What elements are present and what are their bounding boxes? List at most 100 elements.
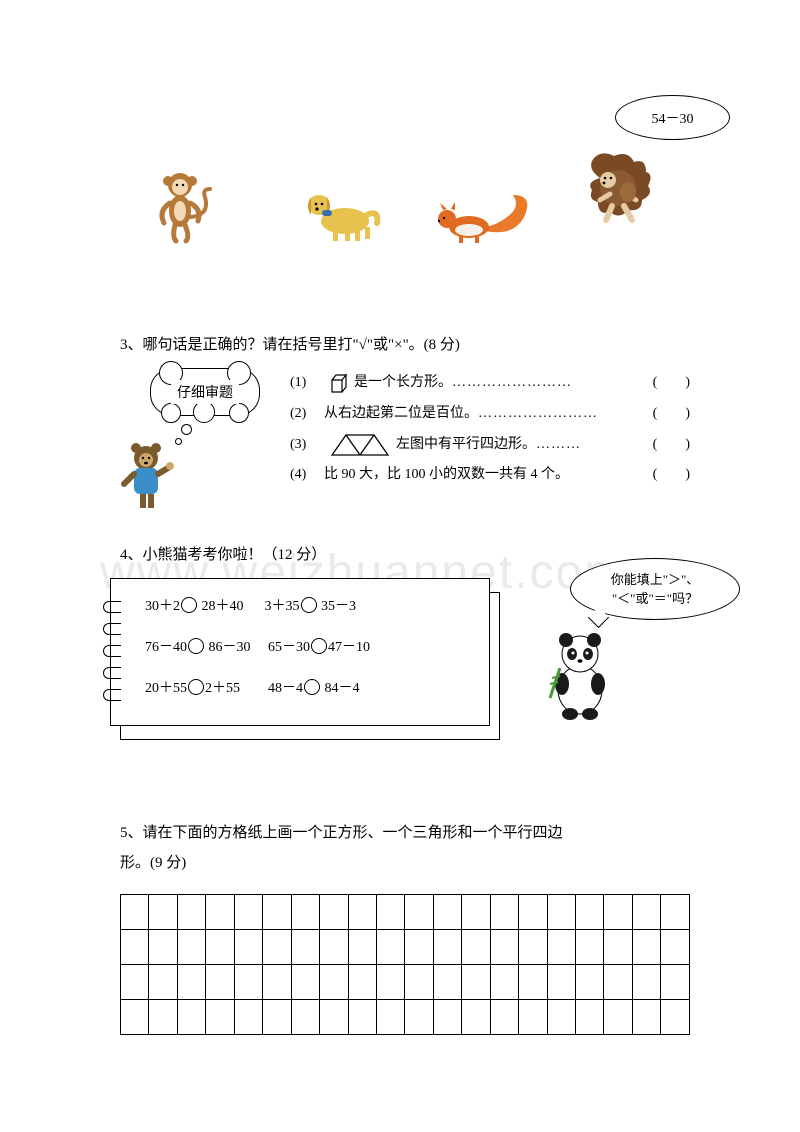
grid-cell[interactable]: [519, 895, 547, 930]
compare-row: 20＋552＋55 48－4 84－4: [145, 679, 475, 698]
grid-cell[interactable]: [405, 1000, 433, 1035]
grid-cell[interactable]: [547, 930, 575, 965]
grid-cell[interactable]: [661, 895, 690, 930]
q3-item-num: (1): [290, 368, 324, 399]
grid-cell[interactable]: [320, 895, 348, 930]
grid-cell[interactable]: [405, 930, 433, 965]
grid-cell[interactable]: [320, 965, 348, 1000]
grid-cell[interactable]: [177, 965, 205, 1000]
grid-cell[interactable]: [490, 965, 518, 1000]
grid-cell[interactable]: [320, 930, 348, 965]
grid-cell[interactable]: [632, 1000, 660, 1035]
grid-cell[interactable]: [433, 930, 461, 965]
answer-circle[interactable]: [301, 597, 317, 613]
grid-cell[interactable]: [604, 965, 632, 1000]
expr: 86－30: [209, 640, 251, 655]
grid-cell[interactable]: [490, 895, 518, 930]
grid-cell[interactable]: [291, 1000, 319, 1035]
grid-paper[interactable]: [120, 894, 690, 1035]
grid-cell[interactable]: [263, 1000, 291, 1035]
panda-speech-bubble: 你能填上"＞"、 "＜"或"＝"吗？: [570, 558, 740, 620]
grid-cell[interactable]: [490, 930, 518, 965]
grid-cell[interactable]: [405, 965, 433, 1000]
grid-cell[interactable]: [348, 1000, 376, 1035]
grid-cell[interactable]: [632, 930, 660, 965]
grid-cell[interactable]: [291, 930, 319, 965]
grid-cell[interactable]: [576, 965, 604, 1000]
grid-cell[interactable]: [234, 965, 262, 1000]
grid-cell[interactable]: [206, 930, 234, 965]
grid-cell[interactable]: [604, 1000, 632, 1035]
answer-circle[interactable]: [181, 597, 197, 613]
grid-cell[interactable]: [263, 930, 291, 965]
grid-cell[interactable]: [519, 930, 547, 965]
grid-cell[interactable]: [234, 930, 262, 965]
expr: 20＋55: [145, 681, 187, 696]
grid-cell[interactable]: [661, 1000, 690, 1035]
grid-cell[interactable]: [576, 895, 604, 930]
grid-cell[interactable]: [149, 930, 177, 965]
grid-cell[interactable]: [632, 965, 660, 1000]
grid-cell[interactable]: [376, 1000, 404, 1035]
grid-cell[interactable]: [234, 1000, 262, 1035]
q5-prompt: 5、请在下面的方格纸上画一个正方形、一个三角形和一个平行四边: [120, 818, 690, 848]
grid-cell[interactable]: [206, 1000, 234, 1035]
grid-cell[interactable]: [462, 895, 490, 930]
grid-cell[interactable]: [376, 930, 404, 965]
grid-cell[interactable]: [604, 895, 632, 930]
grid-cell[interactable]: [348, 895, 376, 930]
grid-cell[interactable]: [604, 930, 632, 965]
grid-cell[interactable]: [149, 895, 177, 930]
grid-cell[interactable]: [234, 895, 262, 930]
grid-cell[interactable]: [433, 895, 461, 930]
q3-item: (1) 是一个长方形。 …………………… ( ): [290, 368, 690, 399]
grid-cell[interactable]: [632, 895, 660, 930]
answer-paren[interactable]: ( ): [647, 460, 690, 491]
grid-cell[interactable]: [121, 895, 149, 930]
grid-cell[interactable]: [519, 1000, 547, 1035]
grid-cell[interactable]: [206, 895, 234, 930]
grid-cell[interactable]: [177, 930, 205, 965]
grid-cell[interactable]: [490, 1000, 518, 1035]
grid-cell[interactable]: [547, 895, 575, 930]
compare-row: 76－40 86－30 65－3047－10: [145, 638, 475, 657]
grid-cell[interactable]: [376, 965, 404, 1000]
grid-cell[interactable]: [661, 930, 690, 965]
answer-paren[interactable]: ( ): [647, 399, 690, 430]
answer-circle[interactable]: [188, 638, 204, 654]
grid-cell[interactable]: [462, 1000, 490, 1035]
grid-cell[interactable]: [149, 1000, 177, 1035]
grid-cell[interactable]: [547, 1000, 575, 1035]
grid-cell[interactable]: [177, 1000, 205, 1035]
grid-cell[interactable]: [576, 930, 604, 965]
answer-circle[interactable]: [188, 679, 204, 695]
grid-cell[interactable]: [291, 965, 319, 1000]
grid-cell[interactable]: [547, 965, 575, 1000]
answer-paren[interactable]: ( ): [647, 430, 690, 461]
q3-item: (4) 比 90 大，比 100 小的双数一共有 4 个。 ( ): [290, 460, 690, 491]
grid-cell[interactable]: [121, 965, 149, 1000]
grid-cell[interactable]: [433, 1000, 461, 1035]
grid-cell[interactable]: [121, 1000, 149, 1035]
grid-cell[interactable]: [462, 930, 490, 965]
grid-cell[interactable]: [291, 895, 319, 930]
grid-cell[interactable]: [405, 895, 433, 930]
grid-cell[interactable]: [320, 1000, 348, 1035]
grid-cell[interactable]: [121, 930, 149, 965]
grid-cell[interactable]: [206, 965, 234, 1000]
answer-paren[interactable]: ( ): [647, 368, 690, 399]
grid-cell[interactable]: [462, 965, 490, 1000]
grid-cell[interactable]: [348, 965, 376, 1000]
grid-cell[interactable]: [661, 965, 690, 1000]
grid-cell[interactable]: [433, 965, 461, 1000]
answer-circle[interactable]: [304, 679, 320, 695]
grid-cell[interactable]: [177, 895, 205, 930]
grid-cell[interactable]: [263, 965, 291, 1000]
grid-cell[interactable]: [376, 895, 404, 930]
grid-cell[interactable]: [576, 1000, 604, 1035]
answer-circle[interactable]: [311, 638, 327, 654]
grid-cell[interactable]: [263, 895, 291, 930]
grid-cell[interactable]: [519, 965, 547, 1000]
grid-cell[interactable]: [149, 965, 177, 1000]
grid-cell[interactable]: [348, 930, 376, 965]
